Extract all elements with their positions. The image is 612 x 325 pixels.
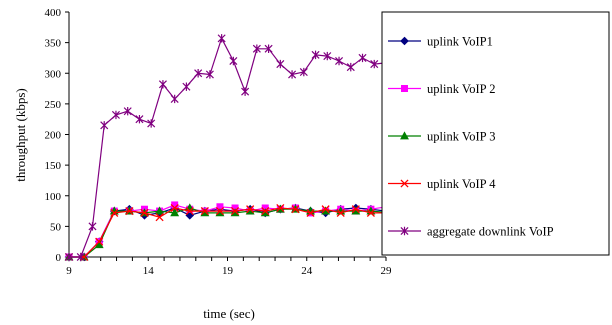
legend-label: uplink VoIP 4 [427,177,496,191]
series-5-point [335,56,344,66]
legend-marker [400,36,409,46]
series-5-point [158,80,167,89]
x-tick-label: 24 [301,265,313,277]
x-tick-label: 29 [381,265,393,277]
series-5-point [147,119,156,128]
legend-marker [401,85,408,92]
x-tick-label: 19 [222,265,234,277]
series-5-point [276,59,285,69]
series-5-point [182,82,191,91]
series-5-point [205,70,214,79]
y-tick-label: 400 [45,7,62,19]
series-4-point [140,208,149,217]
series-5-point [135,114,144,124]
series-4-point [230,207,240,216]
series-4-point [291,205,300,214]
series-5-point [194,69,203,78]
series-2-point [171,201,179,209]
series-4-point [336,208,345,217]
series-5-point [100,121,109,130]
series-4-point [170,203,179,213]
series-5-point [217,34,226,43]
series-5-point [64,252,74,262]
series-line-5 [69,36,387,258]
series-4-point [276,203,285,213]
y-tick-label: 200 [45,130,62,142]
series-3-point [170,208,180,217]
series-4-point [200,207,209,216]
series-5-point [111,110,120,120]
legend-label: uplink VoIP 3 [427,130,496,144]
series-4-point [366,208,375,217]
series-5-point [299,67,308,77]
series-4-point [185,207,194,216]
series-line-4 [69,207,386,258]
series-4-point [321,205,330,214]
legend-label: uplink VoIP1 [427,35,493,49]
x-tick-label: 14 [143,265,155,277]
series-5-point [311,50,320,60]
series-5-point [323,51,332,61]
series-5-point [264,44,273,53]
legend: uplink VoIP1 uplink VoIP 2 uplink VoIP 3 up… [381,11,610,256]
series-4-point [351,205,360,214]
series-4-point [306,208,315,217]
legend-label: aggregate downlink VoIP [427,225,554,239]
y-tick-label: 50 [50,221,62,233]
series-3-point [155,206,165,215]
series-4-point [246,205,255,214]
series-5-point [358,53,367,63]
y-tick-label: 350 [45,38,62,50]
series-4-point [261,207,270,216]
y-tick-label: 100 [45,191,62,203]
series-4-point [95,237,104,246]
series-5-point [229,56,238,66]
series-4-point [125,207,134,216]
legend-frame [381,11,610,256]
series-5-point [370,59,379,69]
x-tick-label: 9 [66,265,72,277]
series-5-point [252,44,261,53]
series-5-point [88,222,97,231]
series-4-point [215,207,225,216]
series-5-point [123,107,132,116]
series-5-point [346,62,355,72]
x-axis-title: time (sec) [203,306,255,321]
series-5-point [76,252,85,262]
series-4-point [155,213,164,222]
y-tick-label: 250 [45,99,62,111]
y-axis-title: throughput (kbps) [13,88,28,182]
series-5-point [241,87,250,96]
y-tick-label: 300 [45,68,62,80]
legend-marker [400,179,409,188]
series-5-point [170,94,179,104]
series-5-point [288,70,297,79]
legend-marker [400,226,409,236]
legend-label: uplink VoIP 2 [427,82,496,96]
series-4-point [110,208,119,217]
y-tick-label: 0 [56,252,62,264]
plot-area: 0 50 100 150 200 250 300 350 400 9 14 19 24 29 [45,7,393,277]
legend-marker [400,131,409,140]
y-tick-label: 150 [45,160,62,172]
